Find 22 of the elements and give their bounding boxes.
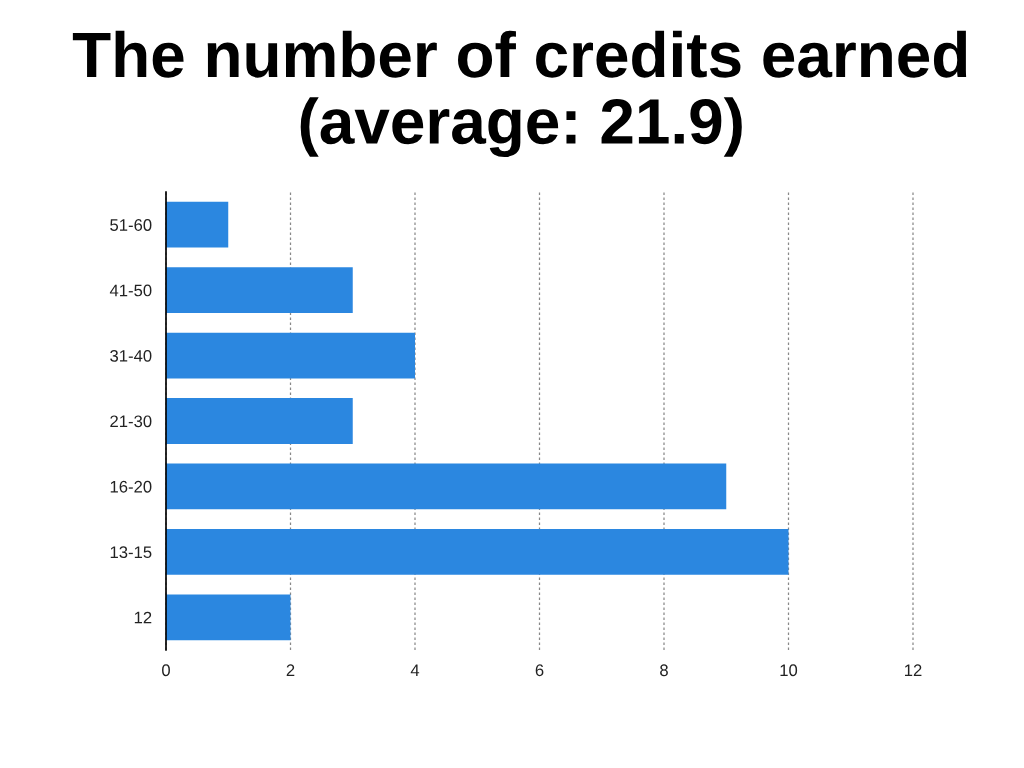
y-tick-label: 31-40 — [110, 349, 152, 362]
x-tick-label: 12 — [905, 664, 922, 676]
bar — [166, 528, 789, 575]
bar — [166, 332, 415, 379]
y-tick-label: 41-50 — [109, 284, 152, 297]
bar — [166, 398, 353, 444]
y-tick-label: 16-20 — [110, 480, 152, 493]
y-tick-label: 12 — [134, 611, 152, 624]
bar — [166, 201, 229, 248]
y-tick-label: 51-60 — [110, 219, 152, 231]
y-tick-label: 13-15 — [110, 546, 152, 559]
x-tick-label: 2 — [286, 664, 295, 676]
bar — [166, 463, 727, 510]
chart-title: The number of credits earned (average: 21.9) — [72, 30, 967, 158]
x-tick-label: 0 — [162, 664, 170, 677]
x-tick-label: 4 — [410, 664, 420, 676]
y-tick-label: 21-30 — [110, 415, 152, 428]
x-tick-label: 6 — [535, 664, 544, 677]
bar — [166, 267, 353, 314]
bar — [166, 594, 291, 641]
x-tick-label: 10 — [780, 664, 798, 677]
x-tick-label: 8 — [660, 664, 668, 677]
